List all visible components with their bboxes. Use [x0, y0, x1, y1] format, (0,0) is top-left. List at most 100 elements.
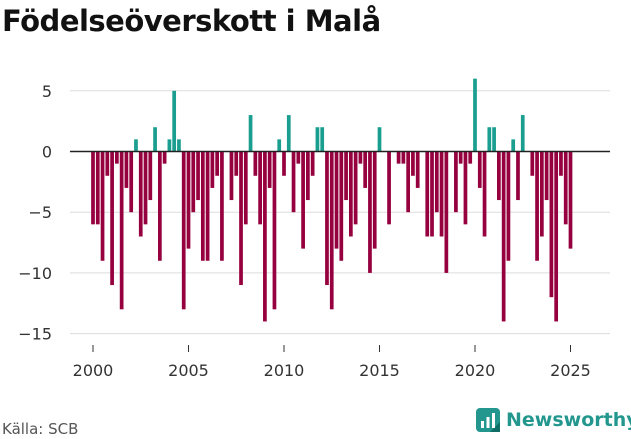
y-tick-label: −10: [18, 264, 52, 283]
bar: [477, 151, 482, 188]
y-tick-label: −15: [18, 325, 52, 344]
bar: [444, 151, 449, 273]
bar: [458, 151, 463, 164]
bar: [559, 151, 563, 176]
bar: [554, 151, 559, 322]
bar: [549, 151, 554, 298]
bar: [282, 151, 286, 176]
y-tick-label: −5: [28, 203, 52, 222]
bar: [516, 151, 520, 201]
bar: [263, 151, 267, 322]
bar: [110, 151, 114, 286]
bar: [506, 151, 511, 261]
bar: [153, 127, 157, 152]
bar: [535, 151, 539, 261]
bar: [286, 115, 291, 152]
bar-chart: 5 0 −5 −10 −15 2000 2005 2010 2015 2020 2025: [18, 78, 610, 380]
bar: [487, 127, 492, 152]
bar: [348, 151, 353, 237]
bar: [482, 151, 487, 237]
bar: [539, 151, 544, 237]
bar: [411, 151, 415, 176]
bar: [272, 151, 277, 310]
bar: [511, 139, 516, 152]
bar: [363, 151, 368, 188]
bar: [200, 151, 205, 261]
y-tick-label: 0: [42, 143, 52, 162]
bar: [463, 151, 468, 225]
bar: [100, 151, 105, 261]
bar: [430, 151, 434, 237]
bar: [339, 151, 344, 261]
bar: [134, 139, 138, 152]
bar: [157, 151, 162, 261]
x-tick-label: 2020: [455, 361, 496, 380]
bar: [387, 151, 391, 225]
bar: [239, 151, 243, 286]
bar: [148, 151, 153, 201]
bar: [205, 151, 210, 261]
bar: [497, 151, 501, 201]
x-tick-label: 2005: [168, 361, 209, 380]
bar: [568, 151, 573, 249]
bar: [115, 151, 119, 164]
bar: [544, 151, 549, 201]
bar: [191, 151, 196, 213]
bar: [181, 151, 186, 310]
bar: [105, 151, 110, 176]
bar: [501, 151, 506, 322]
bar: [267, 151, 272, 188]
bar: [248, 115, 253, 152]
bar: [334, 151, 339, 249]
bar: [520, 115, 525, 152]
bar: [368, 151, 372, 273]
bar: [229, 151, 234, 201]
bar: [468, 151, 473, 164]
bar: [425, 151, 430, 237]
chart-title: Födelseöverskott i Malå: [2, 4, 381, 38]
bar: [253, 151, 258, 176]
x-tick-label: 2010: [264, 361, 305, 380]
bar: [129, 151, 134, 213]
newsworthy-logo[interactable]: Newsworthy: [476, 408, 631, 432]
bar: [196, 151, 200, 201]
bar: [291, 151, 296, 213]
bar: [344, 151, 348, 201]
bar: [210, 151, 215, 188]
bar: [492, 127, 496, 152]
brand-name: Newsworthy: [506, 409, 631, 431]
bar: [306, 151, 310, 201]
bar: [277, 139, 282, 152]
bar: [401, 151, 406, 164]
bar: [162, 151, 167, 164]
bar: [172, 90, 177, 152]
bar: [243, 151, 248, 225]
bar: [377, 127, 382, 152]
x-tick-label: 2000: [73, 361, 114, 380]
bar: [315, 127, 320, 152]
bar: [91, 151, 95, 225]
bar: [325, 151, 329, 286]
bar: [143, 151, 148, 225]
bar: [138, 151, 143, 237]
bar: [124, 151, 129, 188]
y-tick-label: 5: [42, 82, 52, 101]
bar: [434, 151, 439, 213]
bar: [167, 139, 172, 152]
source-label: Källa: SCB: [2, 420, 79, 438]
bar: [301, 151, 305, 249]
bar: [406, 151, 411, 213]
bar: [95, 151, 100, 225]
bar: [439, 151, 444, 237]
bar: [329, 151, 334, 310]
bar: [473, 78, 477, 152]
bar: [358, 151, 363, 164]
bar: [530, 151, 535, 176]
bar: [396, 151, 401, 164]
bar: [415, 151, 420, 188]
bar: [119, 151, 124, 310]
x-tick-label: 2025: [550, 361, 591, 380]
x-tick-label: 2015: [359, 361, 400, 380]
bar: [563, 151, 568, 225]
bar: [320, 127, 325, 152]
